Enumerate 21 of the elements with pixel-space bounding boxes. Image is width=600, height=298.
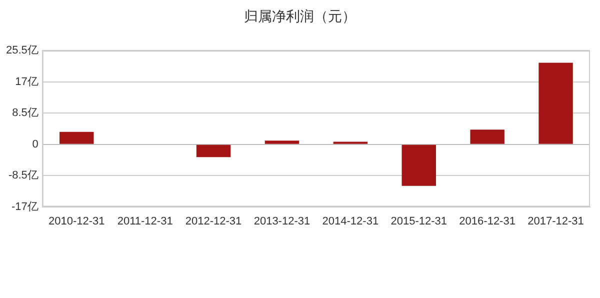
bar (402, 144, 436, 186)
x-tick-label: 2017-12-31 (528, 215, 584, 228)
y-tick-label: 17亿 (15, 76, 38, 88)
bar (60, 132, 94, 144)
x-tick-label: 2012-12-31 (185, 215, 242, 228)
y-tick-label: 8.5亿 (12, 107, 38, 120)
x-tick-label: 2015-12-31 (390, 215, 448, 228)
y-tick-label: 0 (32, 138, 38, 150)
x-tick-label: 2016-12-31 (459, 215, 516, 228)
y-tick-label: -8.5亿 (8, 170, 38, 182)
x-tick-label: 2011-12-31 (117, 215, 173, 228)
bar (538, 62, 573, 144)
y-tick-label: -17亿 (12, 200, 38, 213)
bar (264, 140, 300, 144)
x-tick-label: 2010-12-31 (48, 215, 105, 228)
bar (470, 130, 504, 144)
x-tick-label: 2014-12-31 (322, 215, 379, 228)
y-tick-label: 25.5亿 (6, 44, 38, 57)
bar (196, 144, 231, 158)
chart-title: 归属净利润（元） (243, 8, 357, 26)
x-tick-label: 2013-12-31 (254, 215, 310, 228)
